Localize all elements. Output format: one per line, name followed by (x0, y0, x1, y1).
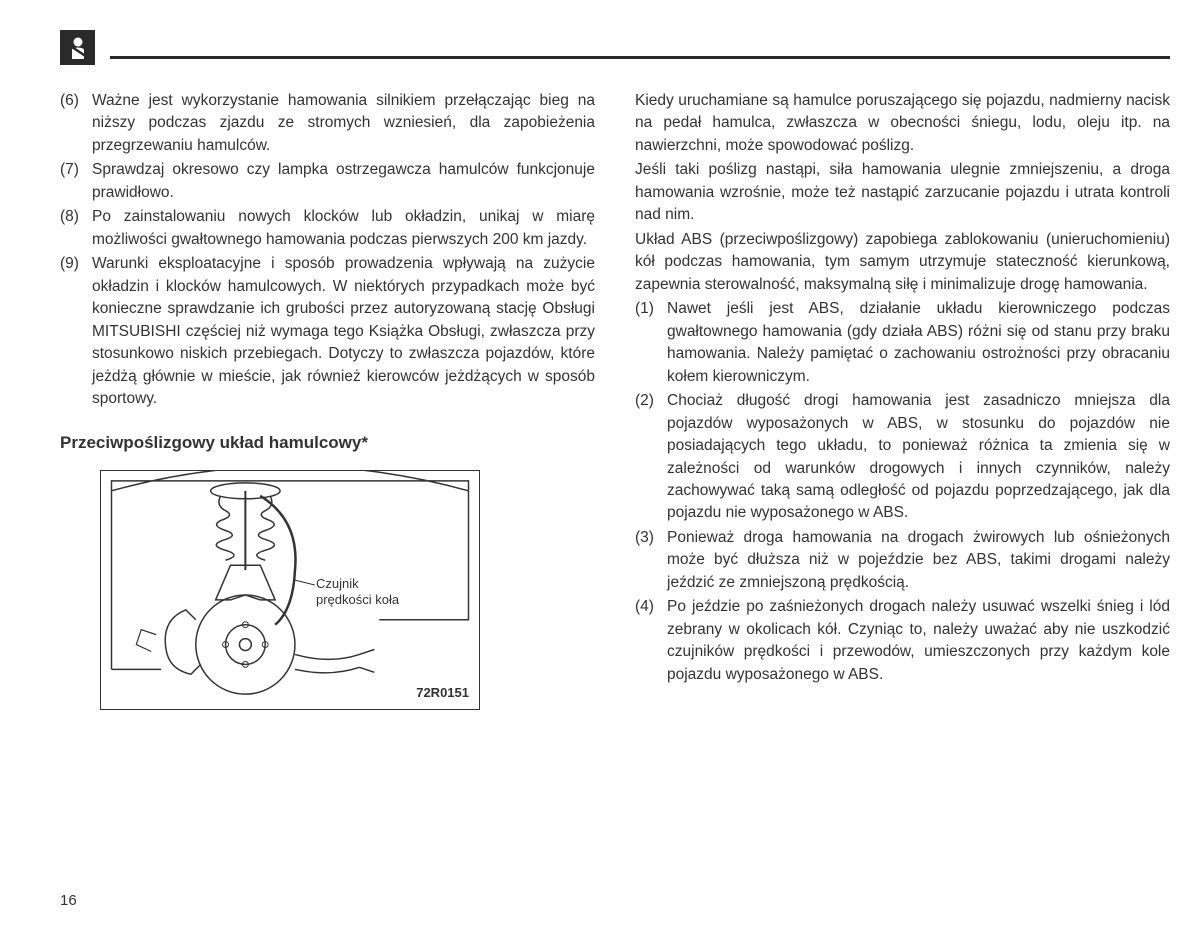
figure-label-line2: prędkości koła (316, 592, 399, 607)
page-number: 16 (60, 892, 77, 909)
figure-label: Czujnik prędkości koła (316, 576, 399, 609)
seatbelt-icon (60, 30, 95, 65)
section-heading: Przeciwpoślizgowy układ hamulcowy* (60, 431, 595, 456)
page-content: (6) Ważne jest wykorzystanie hamowania s… (60, 90, 1170, 710)
list-text: Ponieważ droga hamowania na drogach żwir… (667, 527, 1170, 594)
header-divider (110, 56, 1170, 59)
left-column: (6) Ważne jest wykorzystanie hamowania s… (60, 90, 595, 710)
list-number: (7) (60, 159, 92, 204)
list-text: Po jeździe po zaśnieżonych drogach należ… (667, 596, 1170, 686)
list-item: (7) Sprawdzaj okresowo czy lampka ostrze… (60, 159, 595, 204)
list-item: (3) Ponieważ droga hamowania na drogach … (635, 527, 1170, 594)
list-number: (2) (635, 390, 667, 525)
list-item: (9) Warunki eksploatacyjne i sposób prow… (60, 253, 595, 410)
list-number: (3) (635, 527, 667, 594)
list-text: Warunki eksploatacyjne i sposób prowadze… (92, 253, 595, 410)
figure-label-line1: Czujnik (316, 576, 359, 591)
list-item: (4) Po jeździe po zaśnieżonych drogach n… (635, 596, 1170, 686)
list-number: (1) (635, 298, 667, 388)
right-column: Kiedy uruchamiane są hamulce poruszające… (635, 90, 1170, 710)
list-item: (8) Po zainstalowaniu nowych klocków lub… (60, 206, 595, 251)
figure-code: 72R0151 (416, 684, 469, 703)
paragraph: Jeśli taki poślizg nastąpi, siła hamowan… (635, 159, 1170, 226)
list-number: (9) (60, 253, 92, 410)
list-item: (2) Chociaż długość drogi hamowania jest… (635, 390, 1170, 525)
list-text: Ważne jest wykorzystanie hamowania silni… (92, 90, 595, 157)
list-item: (6) Ważne jest wykorzystanie hamowania s… (60, 90, 595, 157)
list-item: (1) Nawet jeśli jest ABS, działanie ukła… (635, 298, 1170, 388)
list-text: Nawet jeśli jest ABS, działanie układu k… (667, 298, 1170, 388)
list-number: (4) (635, 596, 667, 686)
paragraph: Układ ABS (przeciwpoślizgowy) zapobiega … (635, 229, 1170, 296)
list-number: (8) (60, 206, 92, 251)
paragraph: Kiedy uruchamiane są hamulce poruszające… (635, 90, 1170, 157)
list-text: Chociaż długość drogi hamowania jest zas… (667, 390, 1170, 525)
list-text: Po zainstalowaniu nowych klocków lub okł… (92, 206, 595, 251)
list-number: (6) (60, 90, 92, 157)
abs-sensor-figure: Czujnik prędkości koła 72R0151 (100, 470, 480, 710)
list-text: Sprawdzaj okresowo czy lampka ostrzegawc… (92, 159, 595, 204)
